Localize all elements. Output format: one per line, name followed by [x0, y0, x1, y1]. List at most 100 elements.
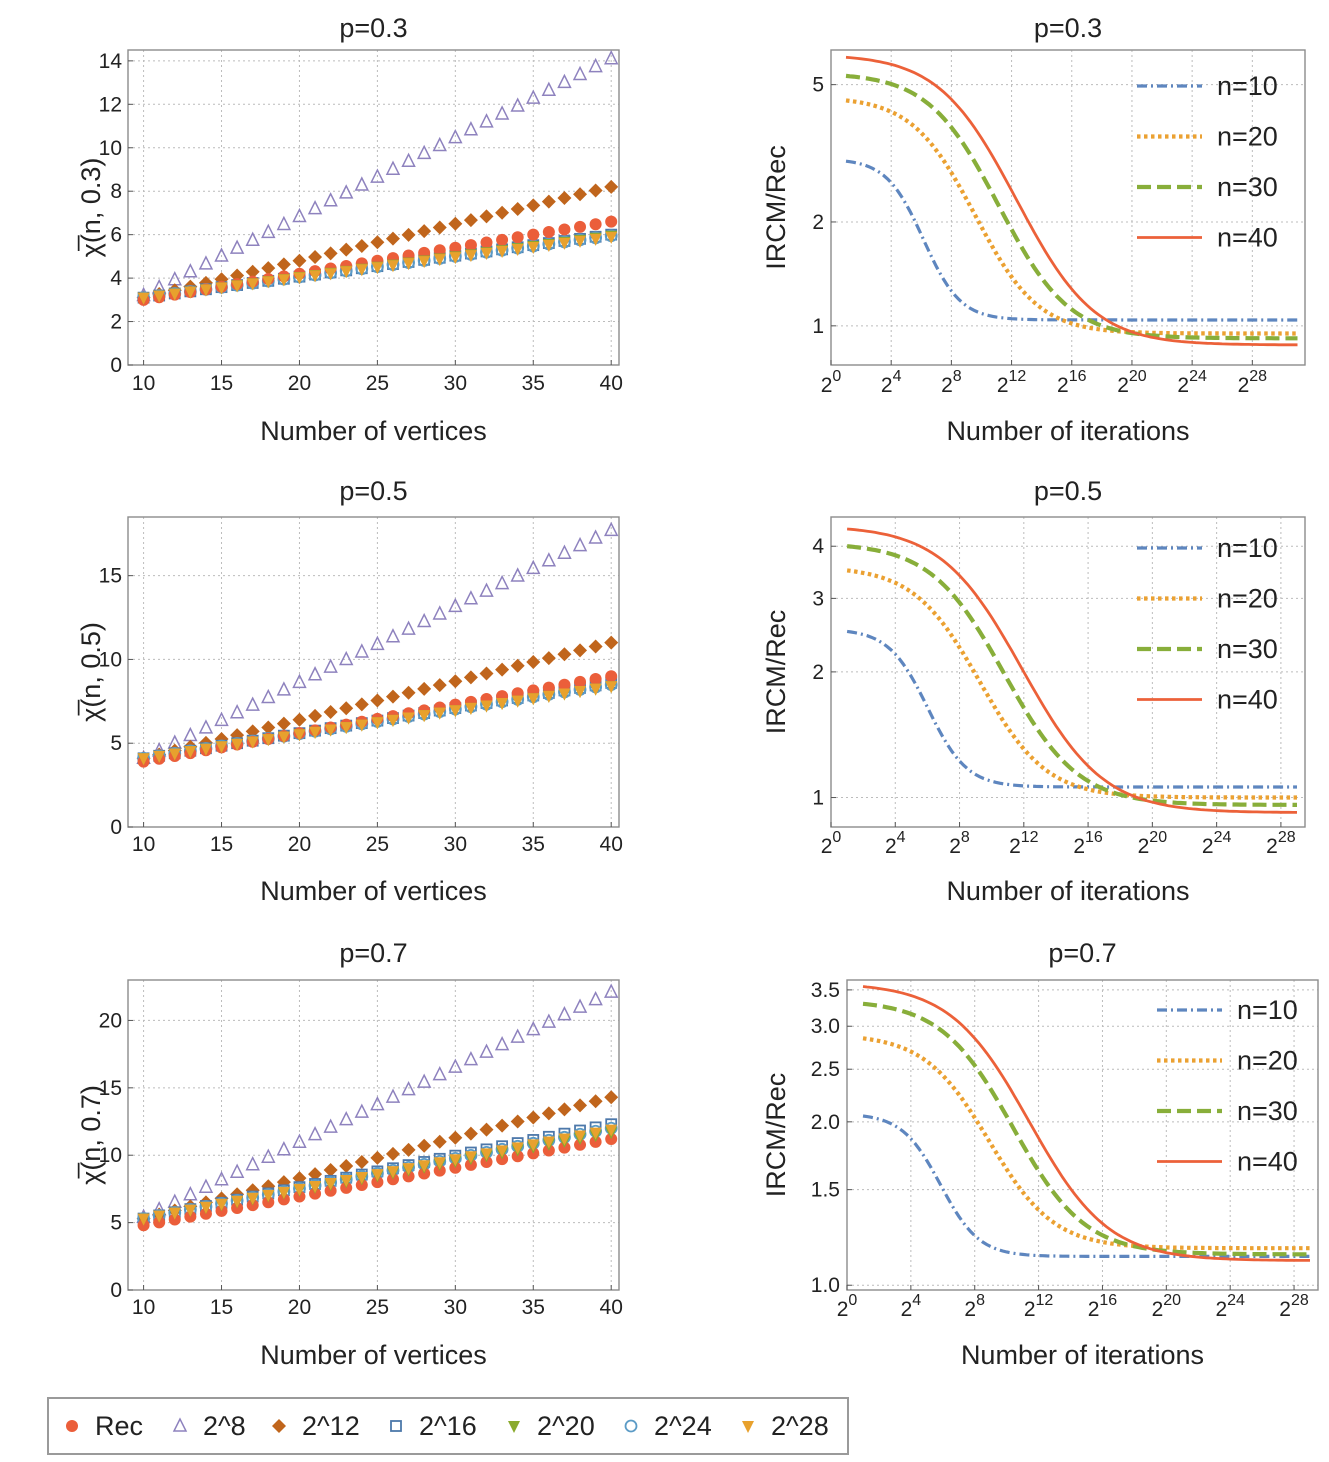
data-point [292, 253, 307, 268]
data-point [168, 288, 181, 301]
data-point [572, 536, 588, 552]
data-point [307, 1126, 323, 1141]
data-point [463, 213, 478, 228]
legend-marker [66, 1420, 78, 1432]
legend-marker [390, 1420, 402, 1432]
x-tick-label: 40 [600, 372, 623, 395]
data-point [557, 73, 572, 89]
data-point [385, 231, 400, 246]
data-point [558, 223, 571, 236]
data-point [479, 1043, 494, 1058]
data-point [464, 250, 477, 263]
data-point [293, 1183, 306, 1196]
data-point [246, 1192, 259, 1205]
series-2-28 [137, 231, 618, 305]
y-tick-label: 2.0 [811, 1111, 840, 1134]
data-point [354, 1103, 370, 1118]
data-point [495, 1118, 510, 1133]
data-point [526, 1020, 541, 1036]
data-point [557, 190, 572, 205]
x-axis-label: Number of vertices [260, 876, 487, 906]
data-point [542, 690, 555, 703]
data-point [496, 233, 509, 246]
legend-box [47, 1397, 849, 1455]
data-point [464, 239, 477, 252]
data-point [432, 220, 447, 235]
legend-marker [172, 1417, 188, 1432]
data-point [276, 215, 292, 231]
data-point [231, 738, 244, 751]
y-axis-label: χ̅(n, 0.7) [76, 1085, 106, 1185]
data-point [276, 716, 291, 731]
data-point [309, 726, 322, 739]
data-point [480, 1148, 493, 1161]
data-point [589, 673, 602, 686]
data-point [542, 239, 555, 252]
chart-panel-2: 20 24 28 212 216 220 224 228 1 2 5 p=0.3 Number of i… [761, 13, 1306, 446]
legend-label: n=10 [1217, 71, 1278, 101]
data-point [557, 1005, 572, 1021]
data-point [432, 1065, 447, 1081]
data-point [416, 612, 432, 628]
data-point [339, 242, 354, 257]
series-2-28 [137, 681, 618, 766]
data-point [449, 1154, 462, 1167]
data-point [432, 136, 447, 152]
legend-label: n=40 [1217, 685, 1278, 715]
data-point [463, 590, 479, 605]
y-tick-label: 12 [99, 93, 122, 116]
data-point [572, 65, 588, 81]
x-tick-label: 28 [949, 829, 970, 858]
data-point [464, 702, 477, 715]
data-point [168, 1207, 181, 1220]
legend-label: 2^12 [302, 1411, 360, 1441]
data-point [184, 1204, 197, 1217]
data-point [416, 1073, 432, 1088]
data-point [557, 544, 572, 559]
data-point [261, 720, 276, 735]
legend-label: 2^24 [654, 1411, 712, 1441]
x-tick-label: 25 [366, 1296, 389, 1319]
data-point [401, 227, 416, 242]
x-tick-label: 24 [901, 1292, 922, 1321]
plot-frame [846, 979, 1319, 1291]
data-point [245, 264, 260, 279]
chart-panel-3: 10 15 20 25 30 35 40 0 5 10 15 p=0.5 Number of verti… [76, 476, 623, 906]
y-axis-label: IRCM/Rec [761, 1073, 791, 1198]
series-line-n40 [846, 527, 1297, 814]
data-point [526, 198, 541, 213]
data-point [261, 1148, 276, 1163]
x-tick-label: 35 [522, 833, 545, 856]
chart-title: p=0.7 [1048, 938, 1116, 968]
data-point [480, 248, 493, 261]
x-tick-label: 40 [600, 833, 623, 856]
y-axis-label: χ̅(n, 0.3) [76, 158, 106, 258]
y-tick-label: 10 [99, 648, 122, 671]
chart-title: p=0.7 [339, 938, 407, 968]
series-line-n10 [862, 1114, 1310, 1259]
data-point [541, 194, 556, 209]
data-point [261, 261, 276, 276]
data-point [214, 247, 229, 262]
data-point [309, 270, 322, 283]
data-point [323, 246, 338, 261]
data-point [432, 1134, 447, 1149]
data-point [401, 685, 416, 700]
data-point [276, 681, 292, 696]
data-point [198, 1178, 214, 1193]
data-point [401, 152, 416, 168]
data-point [542, 226, 555, 239]
legend-label: n=40 [1217, 223, 1278, 253]
y-tick-label: 2 [110, 311, 122, 334]
legend-label: n=10 [1237, 995, 1298, 1025]
data-point [588, 529, 603, 544]
data-point [323, 192, 338, 207]
x-tick-label: 30 [444, 372, 467, 395]
data-point [323, 1163, 338, 1178]
data-point [479, 582, 494, 597]
chart-title: p=0.3 [1034, 13, 1102, 43]
data-point [308, 250, 323, 265]
legend-marker [742, 1421, 754, 1433]
x-tick-label: 25 [366, 372, 389, 395]
data-point [137, 1213, 150, 1226]
